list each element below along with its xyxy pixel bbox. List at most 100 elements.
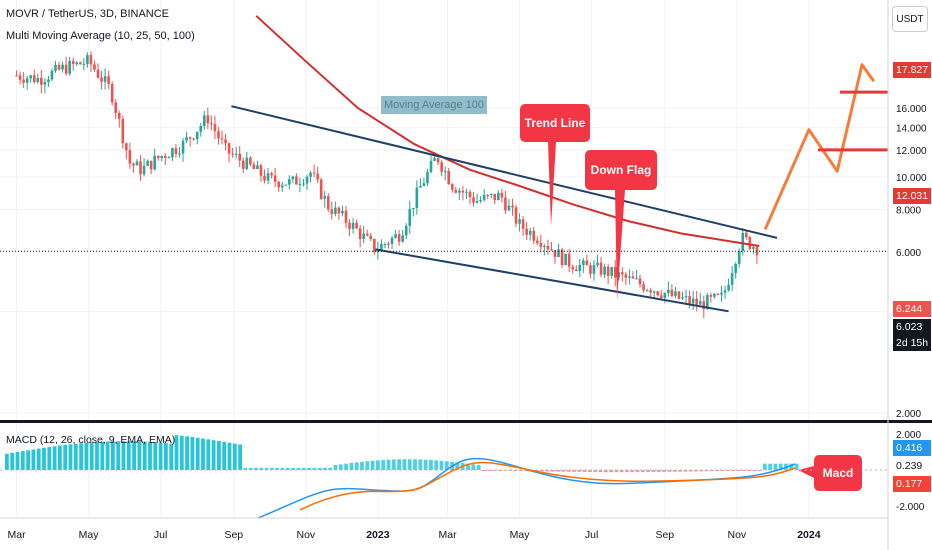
macd-hist-bar [333,465,338,470]
candle-body [330,209,334,214]
candle-body [351,222,355,229]
candle-body [344,210,348,223]
macd-hist-bar [556,470,560,472]
candle-body [103,76,107,82]
macd-hist-bar [434,460,439,470]
candle-body [560,249,564,266]
price-tick-label: 6.000 [896,248,921,259]
macd-hist-bar [153,442,158,470]
candle-body [511,205,514,208]
candle-body [125,143,128,151]
candle-body [543,245,546,247]
macd-hist-bar [588,470,592,473]
candle-body [358,228,362,239]
candle-body [709,295,713,297]
candle-body [149,160,153,170]
candle-body [185,137,188,141]
macd-hist-bar [301,467,306,470]
candle-body [443,171,447,173]
candle-body [535,240,539,244]
candle-body [316,173,319,180]
candle-body [164,155,167,158]
macd-tick-label: -2.000 [896,502,925,513]
candle-body [550,249,553,251]
candle-body [135,161,139,166]
macd-hist-bar [646,470,651,473]
candle-body [500,192,504,198]
candle-body [578,264,582,271]
macd-hist-bar [174,435,179,470]
candle-body [280,185,284,188]
candle-body [82,63,86,65]
macd-hist-bar [386,459,391,470]
candle-body [468,191,472,198]
candle-body [213,124,217,132]
candle-body [528,230,532,235]
candle-body [146,160,149,166]
macd-hist-bar [227,442,232,470]
macd-hist-bar [291,467,295,470]
macd-hist-bar [397,459,401,470]
time-tick-label: Jul [154,529,167,541]
macd-pointer [798,466,814,478]
candle-body [362,233,366,239]
macd-hist-bar [243,467,248,470]
macd-hist-bar [100,441,105,470]
candle-body [546,245,550,250]
candle-body [475,201,479,203]
macd-hist-bar [407,459,412,470]
candle-body [596,262,599,266]
candle-body [195,131,199,139]
candle-body [29,75,33,79]
candle-body [713,293,716,297]
candle-body [656,291,660,296]
time-tick-label: 2024 [797,529,821,541]
macd-hist-bar [402,459,407,470]
candle-body [107,76,110,85]
candle-body [323,196,327,199]
candle-body [716,293,720,295]
candle-body [245,157,249,169]
macd-hist-bar [111,441,115,470]
macd-hist-bar [73,443,78,470]
candle-body [365,233,369,236]
price-tick-label: 10.000 [896,173,927,184]
candle-body [440,162,443,172]
candle-body [288,179,291,185]
macd-hist-bar [68,444,73,470]
candle-body [621,272,624,275]
candle-body [429,160,433,172]
macd-hist-bar [217,440,221,470]
macd-line [257,457,796,519]
panel-divider [0,420,932,423]
time-tick-label: Nov [296,529,315,541]
macd-hist-bar [280,467,285,470]
candle-body [15,75,18,77]
candle-body [160,155,164,159]
candle-body [224,139,227,144]
price-tag-target-high: 17.827 [893,62,931,78]
candle-body [504,197,507,211]
price-tag-target-mid: 12.031 [893,188,931,204]
candle-body [231,153,234,155]
macd-hist-bar [429,459,433,470]
candle-body [688,296,691,304]
candle-body [691,298,695,304]
candle-body [156,155,160,159]
currency-button[interactable]: USDT [892,6,928,32]
macd-hist-bar [699,470,704,472]
candle-body [117,113,121,119]
candle-body [167,157,171,159]
macd-tag-signal: 0.239 [893,458,931,474]
down-flag-callout: Down Flag [585,150,657,190]
candle-body [153,155,156,170]
candle-body [78,62,82,65]
macd-hist-bar [132,441,136,470]
candle-body [631,276,635,279]
macd-hist-bar [715,470,719,472]
macd-hist-bar [789,463,794,470]
candle-body [436,158,440,163]
macd-hist-bar [413,459,417,470]
candle-body [234,153,238,155]
candle-body [394,234,397,238]
